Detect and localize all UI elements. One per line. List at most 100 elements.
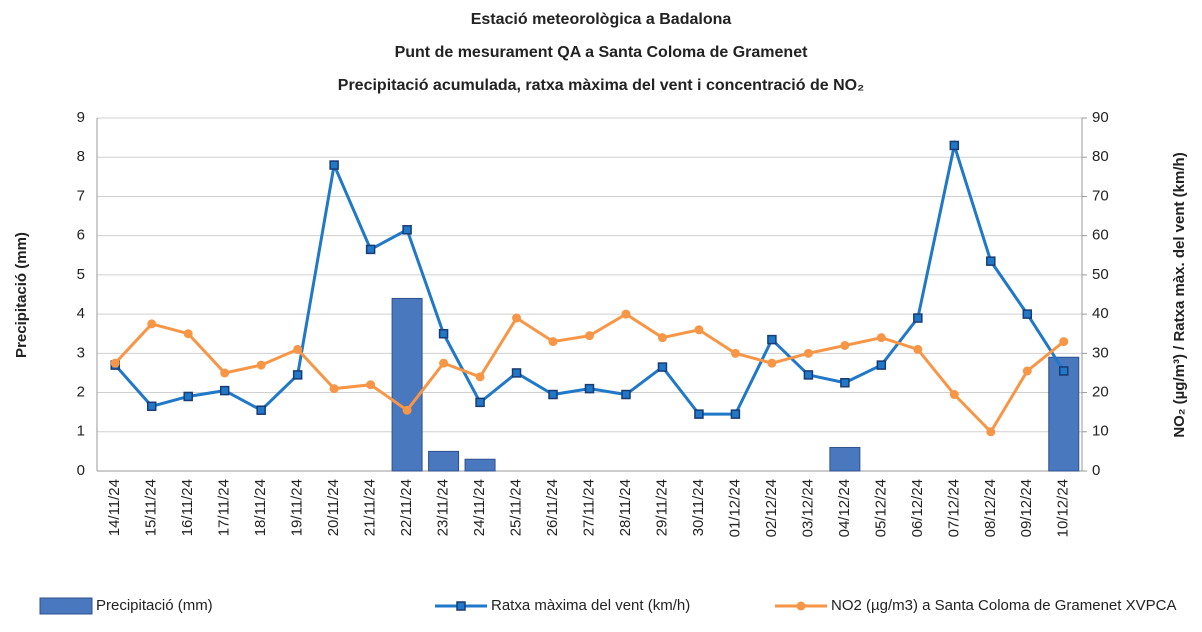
line: [114, 139, 1066, 416]
y2-tick-label: 0: [1092, 462, 1100, 479]
x-tick-label: 17/11/24: [216, 479, 233, 536]
marker: [512, 313, 522, 323]
y2-tick-label: 70: [1092, 187, 1109, 204]
x-tick-label: 18/11/24: [252, 479, 269, 536]
marker: [913, 344, 923, 354]
marker: [584, 383, 595, 394]
x-tick-label: 15/11/24: [143, 479, 160, 536]
chart-subtitle: Precipitació acumulada, ratxa màxima del…: [338, 77, 864, 94]
marker: [840, 378, 850, 388]
y-tick-label: 0: [77, 462, 85, 479]
marker: [840, 340, 850, 350]
y2-tick-label: 60: [1092, 227, 1109, 244]
x-tick-label: 09/12/24: [1018, 479, 1035, 537]
marker: [986, 427, 996, 437]
marker: [548, 337, 558, 347]
marker: [110, 358, 120, 368]
y-tick-label: 3: [77, 344, 85, 361]
bar: [1048, 356, 1080, 472]
x-tick-label: 21/11/24: [362, 479, 379, 536]
y2-tick-label: 40: [1092, 305, 1109, 322]
y-tick-label: 1: [77, 423, 85, 440]
marker: [585, 331, 594, 341]
legend-swatch: [39, 597, 93, 615]
y-tick-label: 8: [77, 148, 85, 165]
marker: [949, 140, 960, 151]
marker: [366, 380, 376, 390]
y-tick-label: 4: [77, 305, 85, 322]
x-tick-label: 29/11/24: [653, 479, 670, 536]
y-tick-label: 7: [77, 187, 85, 204]
marker: [548, 389, 558, 400]
marker: [183, 391, 193, 402]
y2-tick-label: 90: [1092, 109, 1109, 126]
marker: [365, 244, 376, 255]
y2-tick-label: 80: [1092, 148, 1109, 165]
x-tick-label: 27/11/24: [580, 479, 597, 536]
y2-tick-label: 20: [1092, 384, 1109, 401]
marker: [402, 225, 412, 235]
marker: [329, 160, 339, 170]
legend-label: Ratxa màxima del vent (km/h): [491, 597, 690, 614]
y2-axis-label: NO₂ (µg/m³) / Ratxa màx. del vent (km/h): [1171, 152, 1188, 437]
x-tick-label: 10/12/24: [1055, 479, 1072, 537]
marker: [329, 384, 339, 394]
marker: [694, 409, 704, 419]
marker: [256, 405, 266, 415]
marker: [475, 372, 485, 382]
x-tick-label: 01/12/24: [726, 479, 743, 537]
bar: [464, 458, 496, 472]
marker: [1022, 366, 1032, 376]
marker: [292, 370, 303, 380]
x-tick-label: 06/12/24: [909, 479, 926, 537]
marker: [876, 333, 886, 343]
marker: [913, 313, 923, 323]
x-tick-label: 03/12/24: [799, 479, 816, 537]
chart-subtitle: Punt de mesurament QA a Santa Coloma de …: [395, 44, 809, 61]
x-tick-label: 22/11/24: [398, 479, 415, 536]
y-tick-label: 5: [77, 266, 85, 283]
marker: [438, 328, 449, 339]
marker: [657, 362, 668, 372]
x-tick-label: 04/12/24: [836, 479, 853, 537]
legend-label: NO2 (µg/m3) a Santa Coloma de Gramenet X…: [831, 597, 1176, 614]
x-tick-label: 20/11/24: [325, 479, 342, 536]
x-tick-label: 08/12/24: [982, 479, 999, 537]
marker: [986, 256, 996, 266]
marker: [219, 385, 230, 396]
marker: [803, 348, 813, 358]
y2-tick-label: 10: [1092, 423, 1109, 440]
y2-tick-label: 50: [1092, 266, 1109, 283]
marker: [730, 348, 740, 358]
legend-swatch: [456, 601, 466, 611]
x-tick-label: 25/11/24: [508, 479, 525, 536]
bar: [428, 450, 460, 472]
marker: [803, 370, 814, 380]
marker: [183, 329, 193, 339]
x-tick-label: 07/12/24: [945, 479, 962, 537]
marker: [439, 358, 449, 368]
y-tick-label: 2: [77, 384, 85, 401]
marker: [621, 389, 631, 400]
marker: [876, 360, 887, 370]
x-tick-label: 14/11/24: [106, 479, 123, 536]
marker: [949, 390, 959, 400]
x-tick-label: 24/11/24: [471, 479, 488, 536]
y-tick-label: 6: [77, 227, 85, 244]
x-tick-label: 16/11/24: [179, 479, 196, 536]
marker: [146, 401, 157, 412]
marker: [767, 334, 777, 345]
legend-label: Precipitació (mm): [96, 597, 213, 614]
chart-title: Estació meteorològica a Badalona: [471, 11, 732, 28]
x-tick-label: 05/12/24: [872, 479, 889, 537]
x-tick-label: 02/12/24: [763, 479, 780, 537]
marker: [511, 368, 522, 378]
x-tick-label: 30/11/24: [690, 479, 707, 536]
marker: [475, 397, 485, 408]
bar: [829, 446, 861, 472]
y-axis-label: Precipitació (mm): [13, 232, 30, 358]
marker: [402, 405, 412, 415]
legend-swatch: [796, 601, 806, 611]
marker: [694, 325, 704, 335]
